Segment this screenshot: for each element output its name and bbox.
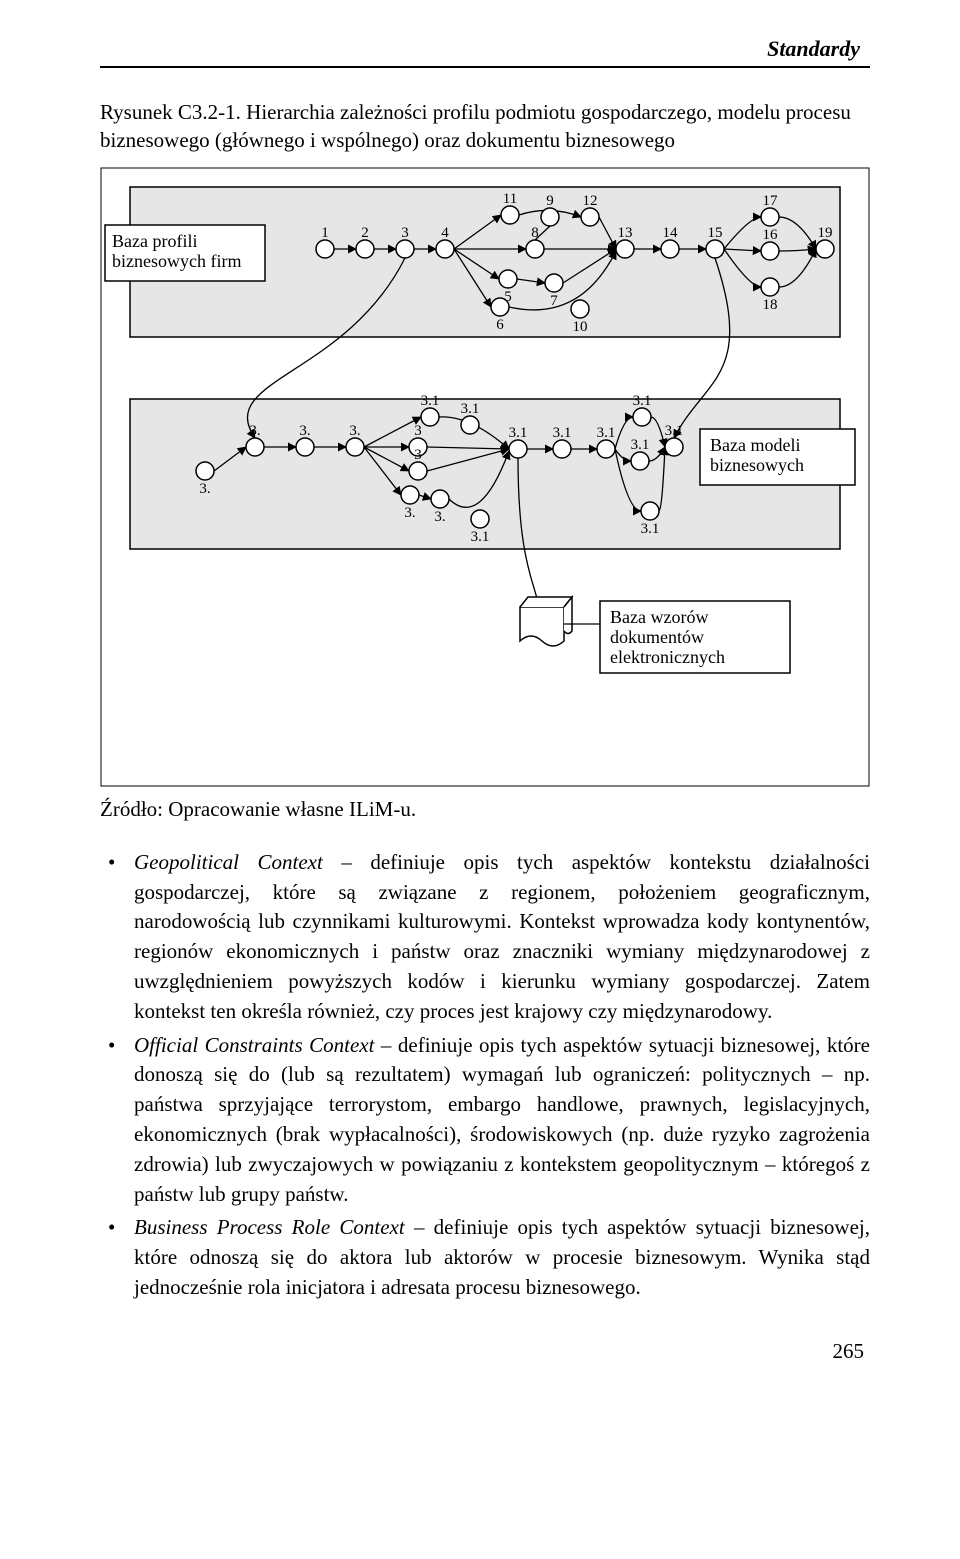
list-item: Official Constraints Context – definiuje… (100, 1031, 870, 1210)
svg-text:3: 3 (414, 423, 422, 439)
svg-text:Baza modeli: Baza modeli (710, 435, 800, 455)
svg-text:6: 6 (496, 317, 504, 333)
svg-text:10: 10 (573, 319, 588, 335)
running-head-rule (100, 66, 870, 68)
svg-text:3.1: 3.1 (631, 437, 650, 453)
figure-source: Źródło: Opracowanie własne ILiM-u. (100, 797, 870, 822)
bullet-text: – definiuje opis tych aspektów kontekstu… (134, 850, 870, 1023)
bullet-lead: Official Constraints Context (134, 1033, 374, 1057)
svg-text:8: 8 (531, 225, 539, 241)
svg-text:3.1: 3.1 (633, 393, 652, 409)
svg-text:3.1: 3.1 (553, 425, 572, 441)
svg-text:3.: 3. (199, 481, 210, 497)
svg-text:1: 1 (321, 225, 329, 241)
svg-text:3.: 3. (349, 423, 360, 439)
list-item: Geopolitical Context – definiuje opis ty… (100, 848, 870, 1027)
svg-text:12: 12 (583, 193, 598, 209)
bullet-text: – definiuje opis tych aspektów sytuacji … (134, 1033, 870, 1206)
svg-text:2: 2 (361, 225, 369, 241)
svg-text:biznesowych firm: biznesowych firm (112, 251, 241, 271)
svg-text:7: 7 (550, 293, 558, 309)
running-head: Standardy (100, 36, 870, 62)
svg-text:Baza profili: Baza profili (112, 231, 197, 251)
svg-text:14: 14 (663, 225, 679, 241)
figure-diagram: Baza profilibiznesowych firm123456789101… (100, 167, 870, 787)
bullet-lead: Geopolitical Context (134, 850, 323, 874)
svg-text:3.1: 3.1 (641, 521, 660, 537)
svg-text:3.: 3. (434, 509, 445, 525)
svg-text:13: 13 (618, 225, 633, 241)
svg-text:17: 17 (763, 193, 779, 209)
page-number: 265 (100, 1339, 870, 1364)
svg-text:11: 11 (503, 191, 517, 207)
svg-text:9: 9 (546, 193, 554, 209)
list-item: Business Process Role Context – definiuj… (100, 1213, 870, 1302)
svg-text:3.1: 3.1 (471, 529, 490, 545)
svg-text:3.1: 3.1 (509, 425, 528, 441)
svg-text:3: 3 (401, 225, 409, 241)
bullet-list: Geopolitical Context – definiuje opis ty… (100, 848, 870, 1303)
svg-text:3.1: 3.1 (421, 393, 440, 409)
svg-text:3.1: 3.1 (597, 425, 616, 441)
svg-text:16: 16 (763, 227, 779, 243)
svg-text:3.1: 3.1 (461, 401, 480, 417)
svg-text:18: 18 (763, 297, 778, 313)
svg-text:15: 15 (708, 225, 723, 241)
svg-text:Baza wzorów: Baza wzorów (610, 607, 708, 627)
svg-text:3.: 3. (404, 505, 415, 521)
svg-text:3.: 3. (299, 423, 310, 439)
svg-text:biznesowych: biznesowych (710, 455, 804, 475)
svg-text:dokumentów: dokumentów (610, 627, 704, 647)
svg-text:elektronicznych: elektronicznych (610, 647, 725, 667)
svg-text:3: 3 (414, 447, 422, 463)
bullet-lead: Business Process Role Context (134, 1215, 405, 1239)
svg-text:19: 19 (818, 225, 833, 241)
figure-caption: Rysunek C3.2-1. Hierarchia zależności pr… (100, 98, 870, 155)
svg-text:4: 4 (441, 225, 449, 241)
